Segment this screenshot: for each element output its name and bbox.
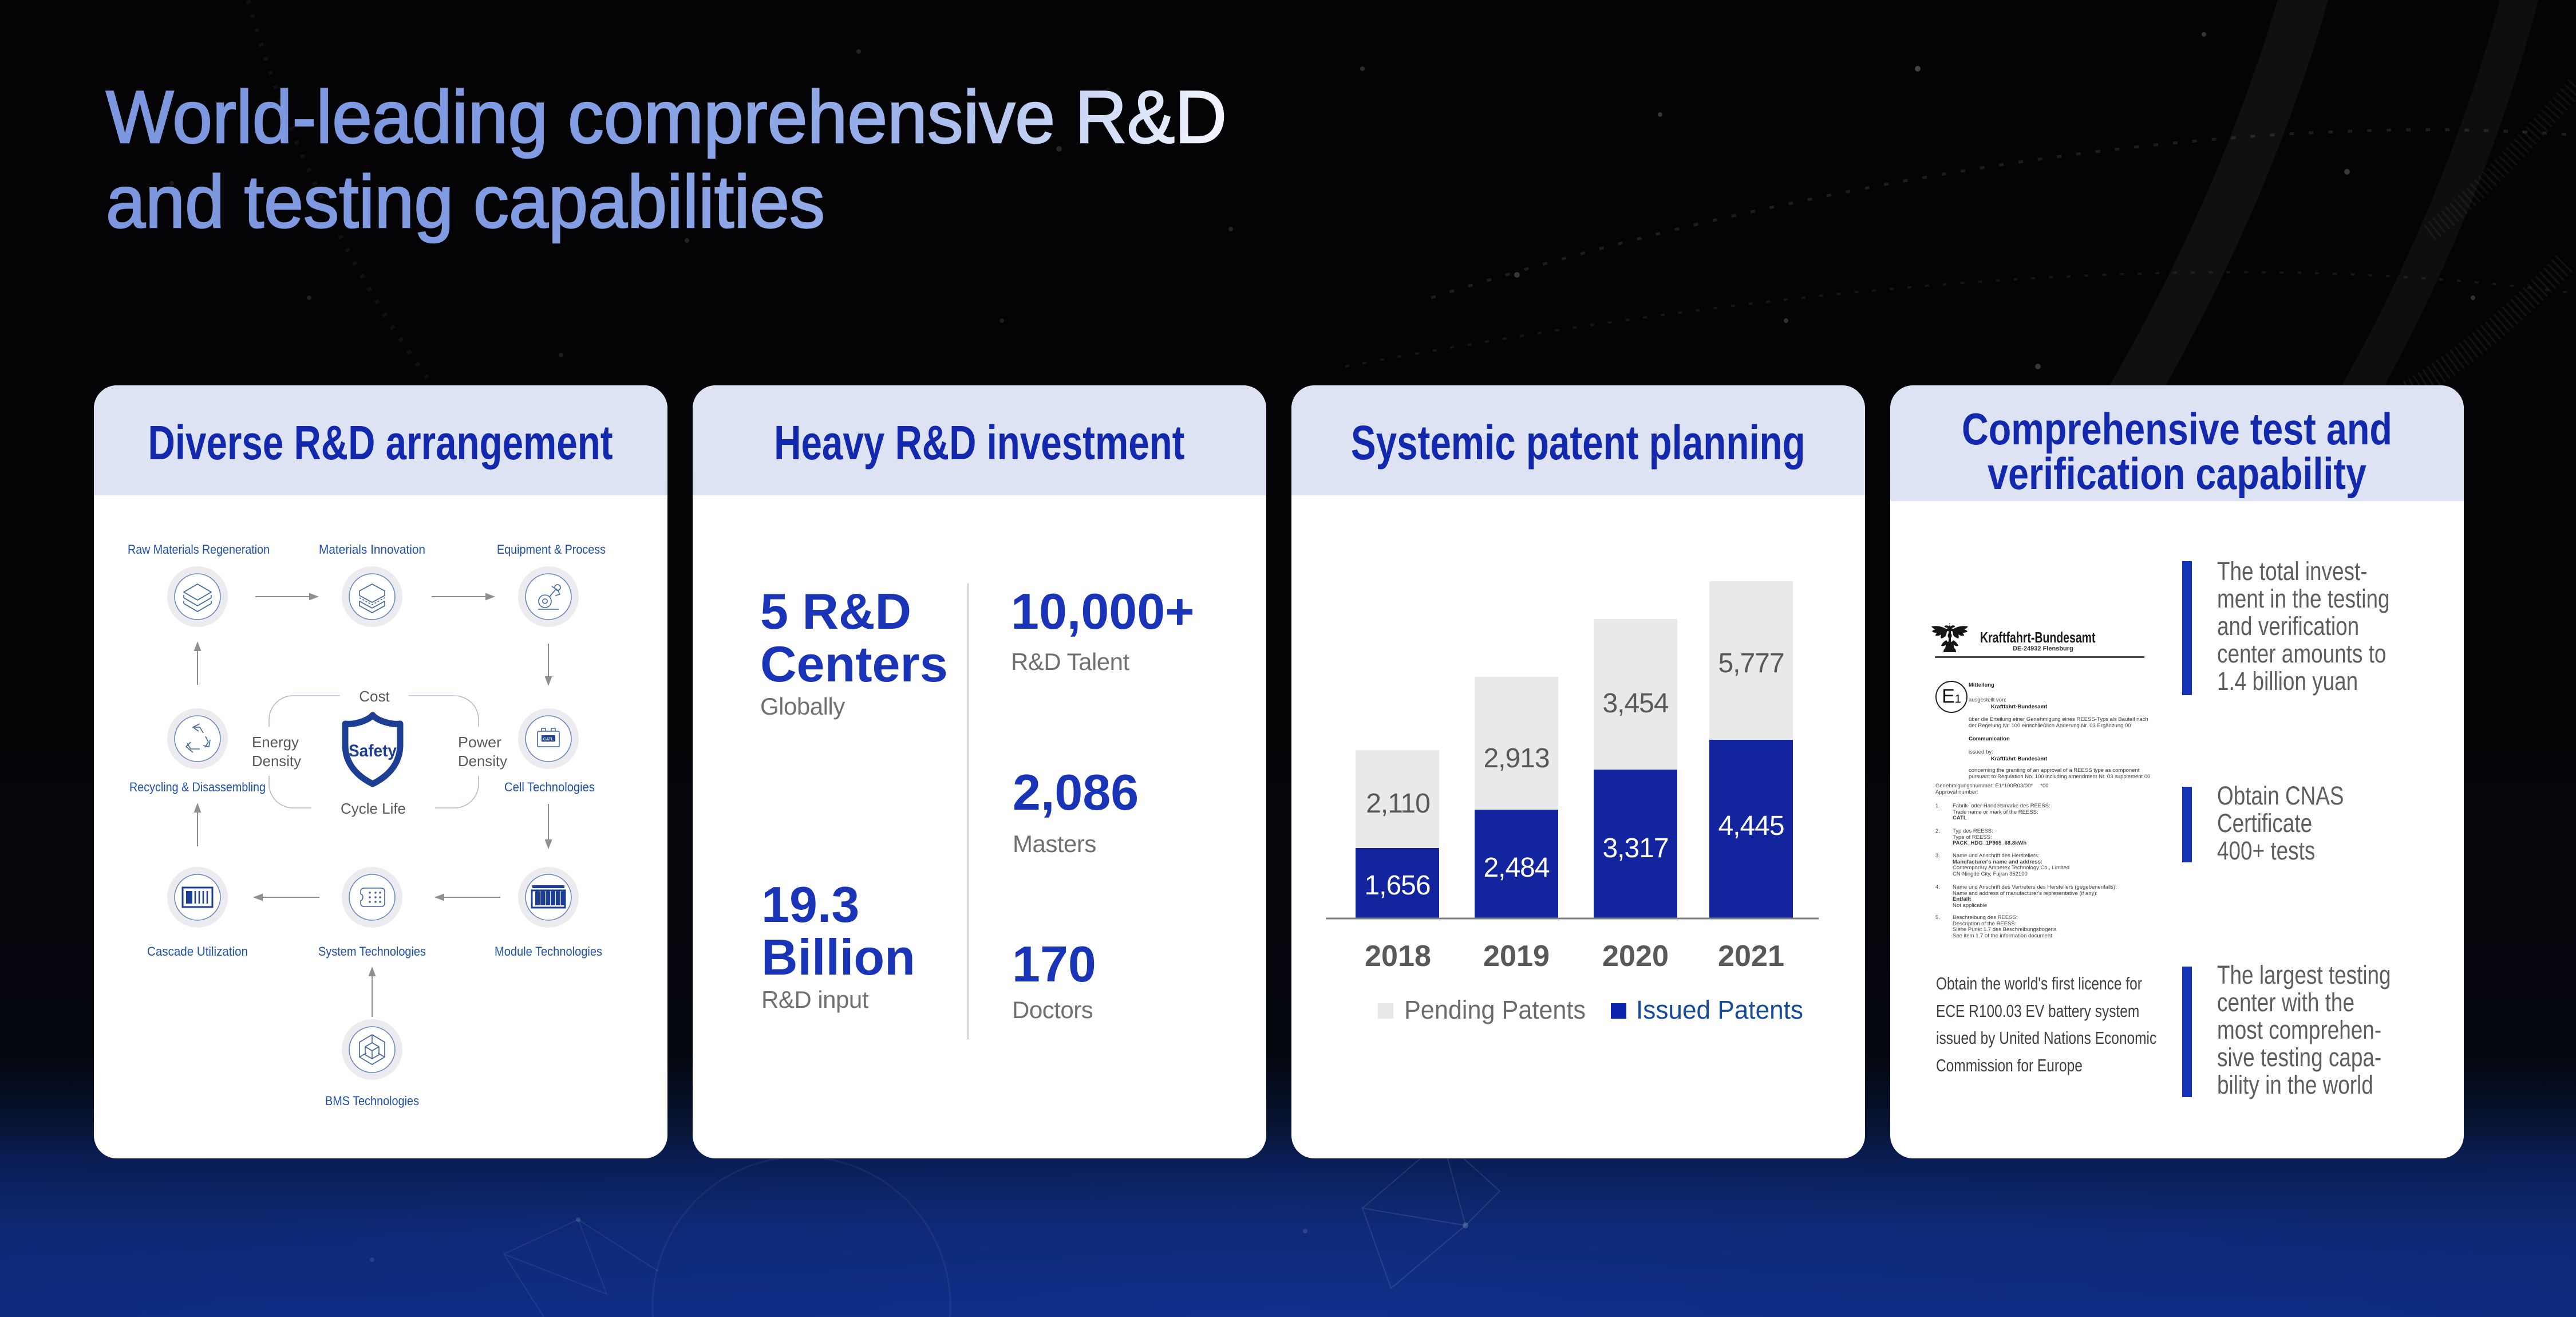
svg-text:2018: 2018: [1365, 940, 1431, 973]
svg-text:2,913: 2,913: [1483, 743, 1549, 774]
svg-text:CATL: CATL: [543, 738, 554, 742]
svg-text:Cycle Life: Cycle Life: [341, 800, 406, 817]
svg-text:Pending Patents: Pending Patents: [1404, 995, 1586, 1024]
svg-text:System Technologies: System Technologies: [318, 944, 426, 959]
svg-text:Cell Technologies: Cell Technologies: [504, 780, 595, 794]
svg-text:2020: 2020: [1602, 940, 1669, 973]
svg-text:Issued Patents: Issued Patents: [1636, 995, 1803, 1024]
svg-text:Materials Innovation: Materials Innovation: [319, 542, 425, 557]
svg-text:Safety: Safety: [349, 742, 397, 760]
svg-text:Raw Materials Regeneration: Raw Materials Regeneration: [128, 542, 270, 557]
svg-text:Density: Density: [458, 752, 507, 770]
svg-text:Density: Density: [252, 752, 301, 770]
svg-text:3,454: 3,454: [1602, 688, 1668, 719]
svg-text:5,777: 5,777: [1718, 648, 1784, 679]
svg-text:Power: Power: [458, 734, 501, 751]
svg-text:4,445: 4,445: [1718, 811, 1784, 841]
svg-text:2021: 2021: [1718, 940, 1784, 973]
svg-text:Cost: Cost: [359, 688, 390, 705]
svg-text:Recycling & Disassembling: Recycling & Disassembling: [129, 780, 266, 794]
svg-text:2,484: 2,484: [1483, 853, 1549, 883]
svg-text:and testing capabilities: and testing capabilities: [106, 160, 825, 243]
svg-text:Equipment & Process: Equipment & Process: [497, 542, 606, 557]
svg-text:BMS Technologies: BMS Technologies: [325, 1094, 419, 1108]
svg-text:1,656: 1,656: [1364, 870, 1430, 901]
svg-text:3,317: 3,317: [1602, 833, 1668, 863]
svg-text:2,110: 2,110: [1366, 788, 1430, 819]
svg-text:Energy: Energy: [252, 734, 299, 751]
svg-text:Module Technologies: Module Technologies: [495, 944, 602, 959]
svg-text:Cascade Utilization: Cascade Utilization: [147, 944, 248, 959]
svg-text:World-leading comprehensive R&: World-leading comprehensive R&D: [106, 75, 1227, 159]
svg-text:2019: 2019: [1483, 940, 1550, 973]
